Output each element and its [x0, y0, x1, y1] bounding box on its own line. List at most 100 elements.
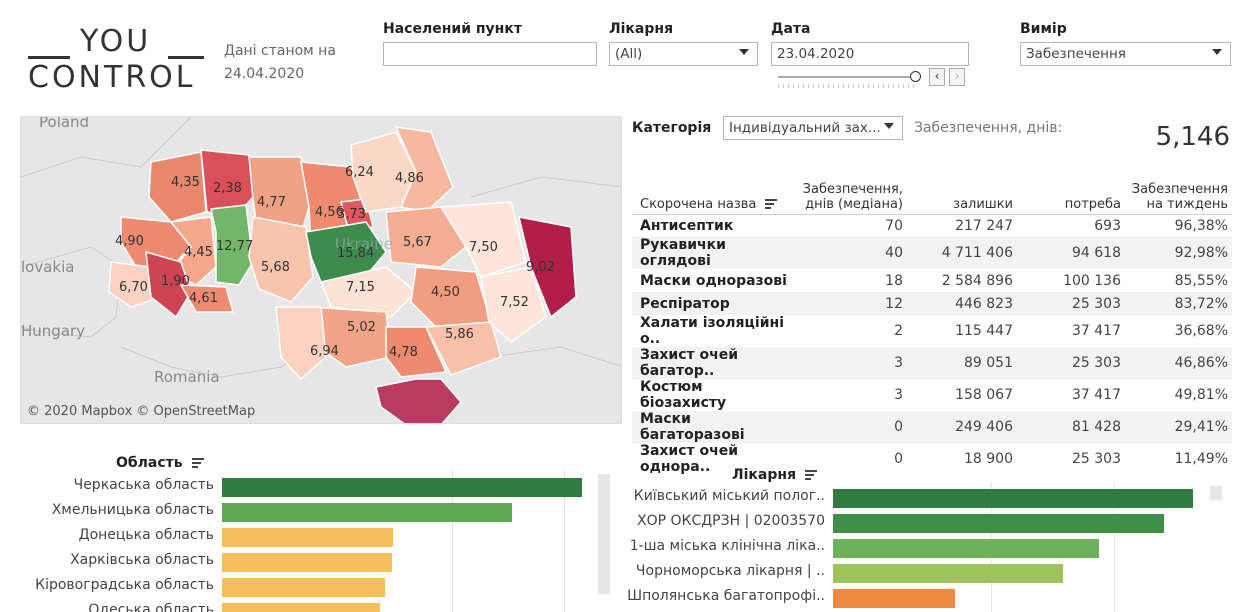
region-value-sumy: 4,86	[395, 171, 424, 186]
date-label: Дата	[771, 21, 811, 37]
as-of-label: Дані станом на	[224, 43, 336, 59]
bar-label: Черкаська область	[73, 477, 214, 493]
bar-row[interactable]: Шполянська багатопрофі..	[620, 588, 825, 607]
bar[interactable]	[222, 578, 385, 597]
bar[interactable]	[833, 539, 1100, 558]
metric-label: Забезпечення, днів:	[914, 120, 1063, 136]
slider-knob[interactable]	[910, 71, 921, 82]
gridline	[564, 470, 565, 612]
as-of-value: 24.04.2020	[224, 66, 305, 82]
slider-track	[778, 76, 918, 78]
bar-label: Донецька область	[78, 527, 214, 543]
map-copyright[interactable]: © 2020 Mapbox © OpenStreetMap	[27, 404, 256, 419]
table-row[interactable]: Халати ізоляційні о.. 2 115 447 37 417 36,68…	[632, 315, 1232, 347]
table-cell-name: Антисептик	[640, 217, 734, 234]
region-value-lviv: 4,90	[115, 234, 144, 249]
settlement-input[interactable]	[383, 42, 597, 66]
map-label-hungary: Hungary	[21, 322, 86, 340]
table-row[interactable]: Захист очей однора.. 0 18 900 25 303 11,49%	[632, 443, 1232, 475]
scrollbar[interactable]	[598, 474, 610, 594]
region-value-rivne: 2,38	[213, 181, 242, 196]
col-header-weekly[interactable]: Забезпечення на тиждень	[1125, 170, 1232, 215]
region-value-luhansk: 9,02	[526, 260, 555, 275]
region-value-zakarpattia: 6,70	[119, 280, 148, 295]
col-header-stock[interactable]: залишки	[907, 170, 1017, 215]
region-value-kherson: 4,78	[389, 345, 418, 360]
bar-row[interactable]: Одеська область	[0, 602, 214, 612]
bar-row[interactable]: Чорноморська лікарня | ..	[620, 563, 825, 582]
bar-label: Чорноморська лікарня | ..	[635, 563, 825, 579]
bar[interactable]	[833, 589, 956, 608]
category-label: Категорія	[632, 120, 712, 136]
table-cell: 29,41%	[1125, 411, 1232, 443]
region-value-kirovohrad: 7,15	[346, 280, 375, 295]
bar[interactable]	[222, 603, 380, 612]
col-header-median[interactable]: Забезпечення, днів (медіана)	[797, 170, 907, 215]
table-cell-name: Респіратор	[632, 292, 797, 315]
gridline	[452, 470, 454, 612]
table-cell: 693	[1094, 217, 1121, 234]
region-volyn	[148, 151, 207, 223]
table-row[interactable]: Антисептик 70 217 247 693 96,38%	[632, 214, 1232, 237]
bar-row[interactable]: Черкаська область	[0, 477, 214, 496]
bar-row[interactable]: Кіровоградська область	[0, 577, 214, 596]
col-header-name[interactable]: Скорочена назва	[632, 170, 797, 215]
bar-row[interactable]: Хмельницька область	[0, 502, 214, 521]
table-cell: 3	[894, 387, 903, 403]
bar[interactable]	[833, 489, 1193, 508]
hospital-dropdown[interactable]: (All)	[609, 42, 758, 66]
bar-label: Харківська область	[70, 552, 214, 568]
bar[interactable]	[222, 553, 393, 572]
table-cell: 83,72%	[1125, 292, 1232, 315]
supplies-table: Скорочена назва Забезпечення, днів (меді…	[632, 170, 1232, 475]
table-row[interactable]: Маски одноразові 18 2 584 896 100 136 85,55%	[632, 269, 1232, 292]
map-label-poland: Poland	[39, 116, 90, 131]
col-header-stock-label: залишки	[953, 196, 1013, 212]
region-value-kyiv-city: 3,73	[337, 207, 366, 222]
bar[interactable]	[833, 564, 1064, 583]
bar-row[interactable]: Київський міський полог..	[620, 488, 825, 507]
bar-row[interactable]: 1-ша міська клінічна ліка..	[620, 538, 825, 557]
bar[interactable]	[222, 478, 582, 497]
sort-icon[interactable]	[191, 458, 204, 468]
bar[interactable]	[833, 514, 1165, 533]
scrollbar[interactable]	[1210, 486, 1222, 500]
table-row[interactable]: Захист очей багатор.. 3 89 051 25 303 46,86%	[632, 347, 1232, 379]
table-row[interactable]: Костюм біозахисту 3 158 067 37 417 49,81%	[632, 379, 1232, 411]
table-cell: 96,38%	[1174, 217, 1228, 234]
table-row[interactable]: Рукавички оглядові 40 4 711 406 94 618 92,98…	[632, 237, 1232, 269]
date-slider[interactable]	[778, 70, 926, 90]
table-row[interactable]: Респіратор 12 446 823 25 303 83,72%	[632, 292, 1232, 315]
next-date-button[interactable]: ›	[949, 68, 965, 86]
table-cell: 2 584 896	[941, 272, 1013, 289]
region-value-kyiv-oblast: 4,56	[315, 205, 344, 220]
sort-icon[interactable]	[804, 470, 817, 480]
table-row[interactable]: Маски багаторазові 0 249 406 81 428 29,41%	[632, 411, 1232, 443]
category-dropdown[interactable]: Індивідуальний зах...	[723, 116, 903, 140]
bar[interactable]	[222, 528, 393, 547]
region-luhansk	[517, 216, 577, 319]
region-value-ivano-frankivsk: 1,90	[161, 274, 190, 289]
ukraine-map[interactable]: Poland lovakia Hungary Romania Ukraine 4…	[20, 116, 622, 424]
table-cell: 249 406	[907, 411, 1017, 443]
bar-row[interactable]: Харківська область	[0, 552, 214, 571]
prev-date-button[interactable]: ‹	[929, 68, 945, 86]
dimension-dropdown[interactable]: Забезпечення	[1020, 42, 1231, 66]
table-cell: 85,55%	[1174, 272, 1228, 289]
bar-row[interactable]: ХОР ОКСДРЗН | 02003570	[620, 513, 825, 532]
col-header-need[interactable]: потреба	[1017, 170, 1125, 215]
bar-label: Шполянська багатопрофі..	[627, 588, 825, 604]
region-value-odesa: 6,94	[310, 344, 339, 359]
sort-icon[interactable]	[764, 199, 777, 209]
map-label-romania: Romania	[154, 368, 220, 386]
bar-row[interactable]: Донецька область	[0, 527, 214, 546]
map-canvas	[21, 117, 621, 423]
logo-bar-right	[168, 56, 204, 59]
bar[interactable]	[222, 503, 513, 522]
table-cell: 12	[797, 292, 907, 315]
table-cell: 100 136	[1063, 272, 1121, 289]
date-input[interactable]: 23.04.2020	[771, 42, 969, 66]
table-cell: 89 051	[907, 347, 1017, 379]
region-value-dnipro: 4,50	[431, 285, 460, 300]
bar-label: Одеська область	[88, 602, 214, 612]
